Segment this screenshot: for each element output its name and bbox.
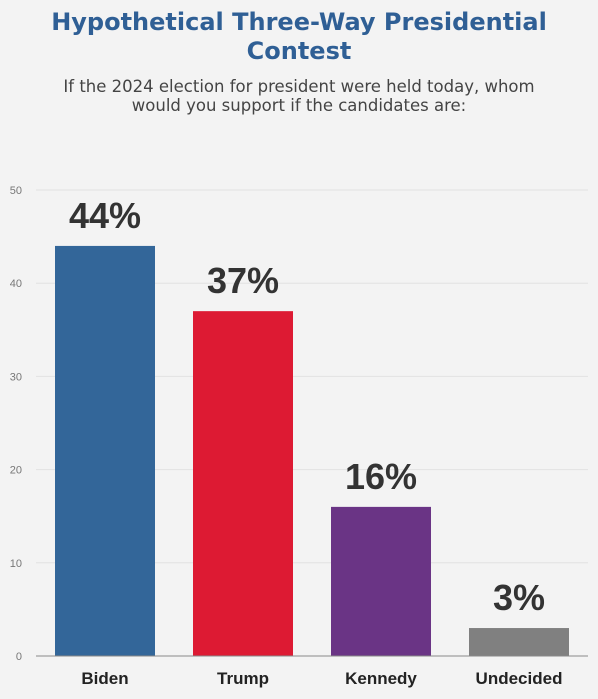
data-labels: 44% 37% 16% 3% bbox=[69, 195, 545, 618]
y-tick-label: 10 bbox=[10, 558, 22, 570]
chart-subtitle: If the 2024 election for president were … bbox=[0, 77, 598, 115]
category-label-biden: Biden bbox=[81, 669, 128, 688]
y-tick-label: 30 bbox=[10, 371, 22, 383]
x-axis: Biden Trump Kennedy Undecided bbox=[36, 655, 588, 688]
chart-title-line-1: Hypothetical Three-Way Presidential bbox=[51, 8, 547, 36]
category-label-undecided: Undecided bbox=[476, 669, 563, 688]
data-label-trump: 37% bbox=[207, 260, 279, 301]
chart-title-line-2: Contest bbox=[246, 37, 352, 65]
chart-subtitle-line-2: would you support if the candidates are: bbox=[131, 96, 467, 115]
y-tick-label: 40 bbox=[10, 278, 22, 290]
y-tick-label: 50 bbox=[10, 185, 22, 197]
data-label-biden: 44% bbox=[69, 195, 141, 236]
bar-undecided bbox=[469, 628, 569, 656]
bar-kennedy bbox=[331, 506, 431, 656]
bar-biden bbox=[55, 245, 155, 657]
y-tick-label: 0 bbox=[16, 651, 22, 663]
data-label-undecided: 3% bbox=[493, 577, 545, 618]
y-tick-label: 20 bbox=[10, 465, 22, 477]
y-axis: 0 10 20 30 40 50 bbox=[10, 185, 22, 663]
chart-title: Hypothetical Three-Way Presidential Cont… bbox=[0, 8, 598, 66]
category-label-kennedy: Kennedy bbox=[345, 669, 417, 688]
bars bbox=[55, 245, 569, 657]
category-label-trump: Trump bbox=[217, 669, 269, 688]
data-label-kennedy: 16% bbox=[345, 456, 417, 497]
chart-subtitle-line-1: If the 2024 election for president were … bbox=[63, 77, 535, 96]
bar-trump bbox=[193, 311, 293, 656]
